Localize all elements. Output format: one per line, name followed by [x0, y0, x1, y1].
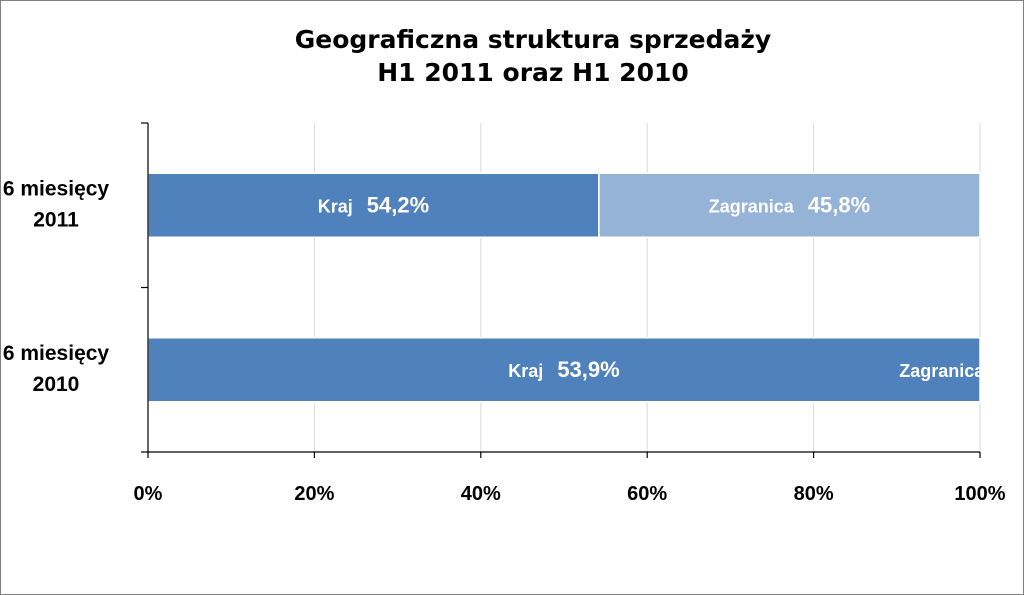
labels: Kraj 54,2% Zagranica 45,8% 6 miesięcy 2011 Kra…: [3, 177, 1024, 505]
x-tick-label-100: 100%: [954, 483, 1005, 505]
data-label-series-name: Zagranica: [899, 361, 985, 381]
data-label-series-name: Kraj: [318, 196, 353, 216]
data-label-series-name: Zagranica: [709, 196, 795, 216]
chart-title-line-1: Geograficzna struktura sprzedaży: [295, 25, 771, 54]
data-label-value: 46,1%: [998, 357, 1024, 382]
data-label-value: 53,9%: [557, 357, 619, 382]
data-label-series-name: Kraj: [508, 361, 543, 381]
data-label-zagranica-1: Zagranica 46,1%: [899, 357, 1024, 382]
data-label-kraj-1: Kraj 53,9%: [508, 357, 619, 382]
x-tick-label-80: 80%: [794, 483, 834, 505]
grid-lines: [313, 123, 981, 452]
x-tick-label-60: 60%: [627, 483, 667, 505]
category-label-0-line-1: 2011: [33, 208, 79, 231]
chart-title-line-2: H1 2011 oraz H1 2010: [377, 58, 689, 87]
category-label-1-line-1: 2010: [33, 373, 80, 396]
data-label-kraj-0: Kraj 54,2%: [318, 192, 429, 217]
x-tick-label-20: 20%: [294, 483, 334, 505]
axes: [141, 122, 981, 458]
category-label-1-line-0: 6 miesięcy: [3, 342, 110, 365]
data-label-value: 45,8%: [808, 192, 870, 217]
x-tick-label-0: 0%: [134, 483, 163, 505]
category-label-0-line-0: 6 miesięcy: [3, 177, 110, 200]
data-label-zagranica-0: Zagranica 45,8%: [709, 192, 870, 217]
bar-zagranica-0: [598, 172, 981, 238]
x-tick-label-40: 40%: [461, 483, 501, 505]
data-label-value: 54,2%: [367, 192, 429, 217]
bar-kraj-1: [147, 337, 981, 403]
